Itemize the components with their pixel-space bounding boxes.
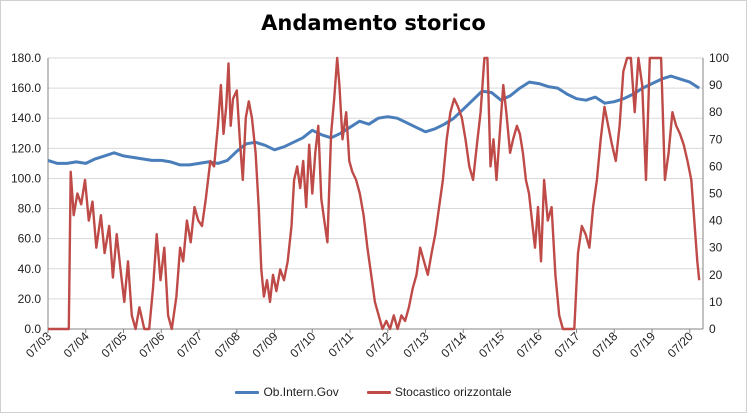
y-left-tick-4: 80.0 — [18, 202, 42, 216]
y-right-tick-9: 90 — [709, 78, 723, 92]
series-line-bond — [47, 74, 701, 167]
x-tick-5: 07/08 — [212, 329, 243, 360]
y-left-tick-0: 0.0 — [24, 322, 41, 336]
chart-legend: Ob.Intern.Gov Stocastico orizzontale — [1, 385, 746, 399]
y-right-tick-10: 100 — [709, 51, 729, 65]
y-left-tick-1: 20.0 — [18, 292, 42, 306]
x-tick-6: 07/09 — [249, 329, 280, 360]
legend-item-bond: Ob.Intern.Gov — [235, 385, 339, 399]
y-right-tick-0: 0 — [709, 322, 716, 336]
x-tick-7: 07/10 — [287, 329, 318, 360]
chart-plot: 0.0 20.0 40.0 60.0 80.0 100.0 120.0 140.0 160.0 1… — [11, 51, 729, 360]
x-tick-2: 07/05 — [98, 329, 129, 360]
x-tick-1: 07/04 — [61, 329, 92, 360]
legend-item-stochastic: Stocastico orizzontale — [366, 385, 512, 399]
series-line-stochastic — [48, 56, 701, 331]
y-left-tick-7: 140.0 — [11, 111, 41, 125]
y-left-tick-2: 40.0 — [18, 262, 42, 276]
y-right-tick-5: 50 — [709, 187, 723, 201]
x-tick-4: 07/07 — [174, 329, 205, 360]
y-left-tick-6: 120.0 — [11, 141, 41, 155]
chart-title: Andamento storico — [261, 11, 486, 35]
x-tick-9: 07/12 — [363, 329, 394, 360]
legend-swatch-stochastic — [366, 390, 391, 394]
x-tick-11: 07/14 — [438, 329, 469, 360]
y-right-tick-4: 40 — [709, 214, 723, 228]
x-tick-13: 07/16 — [514, 329, 545, 360]
y-right-tick-8: 80 — [709, 105, 723, 119]
x-tick-15: 07/18 — [589, 329, 620, 360]
x-tick-14: 07/17 — [552, 329, 583, 360]
y-right-tick-3: 30 — [709, 241, 723, 255]
y-right-tick-7: 70 — [709, 132, 723, 146]
y-right-tick-6: 60 — [709, 159, 723, 173]
legend-label-bond: Ob.Intern.Gov — [263, 385, 339, 399]
y-right-tick-1: 10 — [709, 295, 723, 309]
x-tick-12: 07/15 — [476, 329, 507, 360]
y-left-tick-8: 160.0 — [11, 81, 41, 95]
legend-swatch-bond — [235, 390, 260, 394]
legend-label-stochastic: Stocastico orizzontale — [394, 385, 512, 399]
x-tick-3: 07/06 — [136, 329, 167, 360]
x-tick-17: 07/20 — [665, 329, 696, 360]
y-right-tick-2: 20 — [709, 268, 723, 282]
x-tick-10: 07/13 — [401, 329, 432, 360]
y-left-tick-9: 180.0 — [11, 51, 41, 65]
x-tick-16: 07/19 — [627, 329, 658, 360]
y-left-tick-5: 100.0 — [11, 171, 41, 185]
y-left-tick-3: 60.0 — [18, 232, 42, 246]
x-tick-8: 07/11 — [326, 329, 357, 360]
